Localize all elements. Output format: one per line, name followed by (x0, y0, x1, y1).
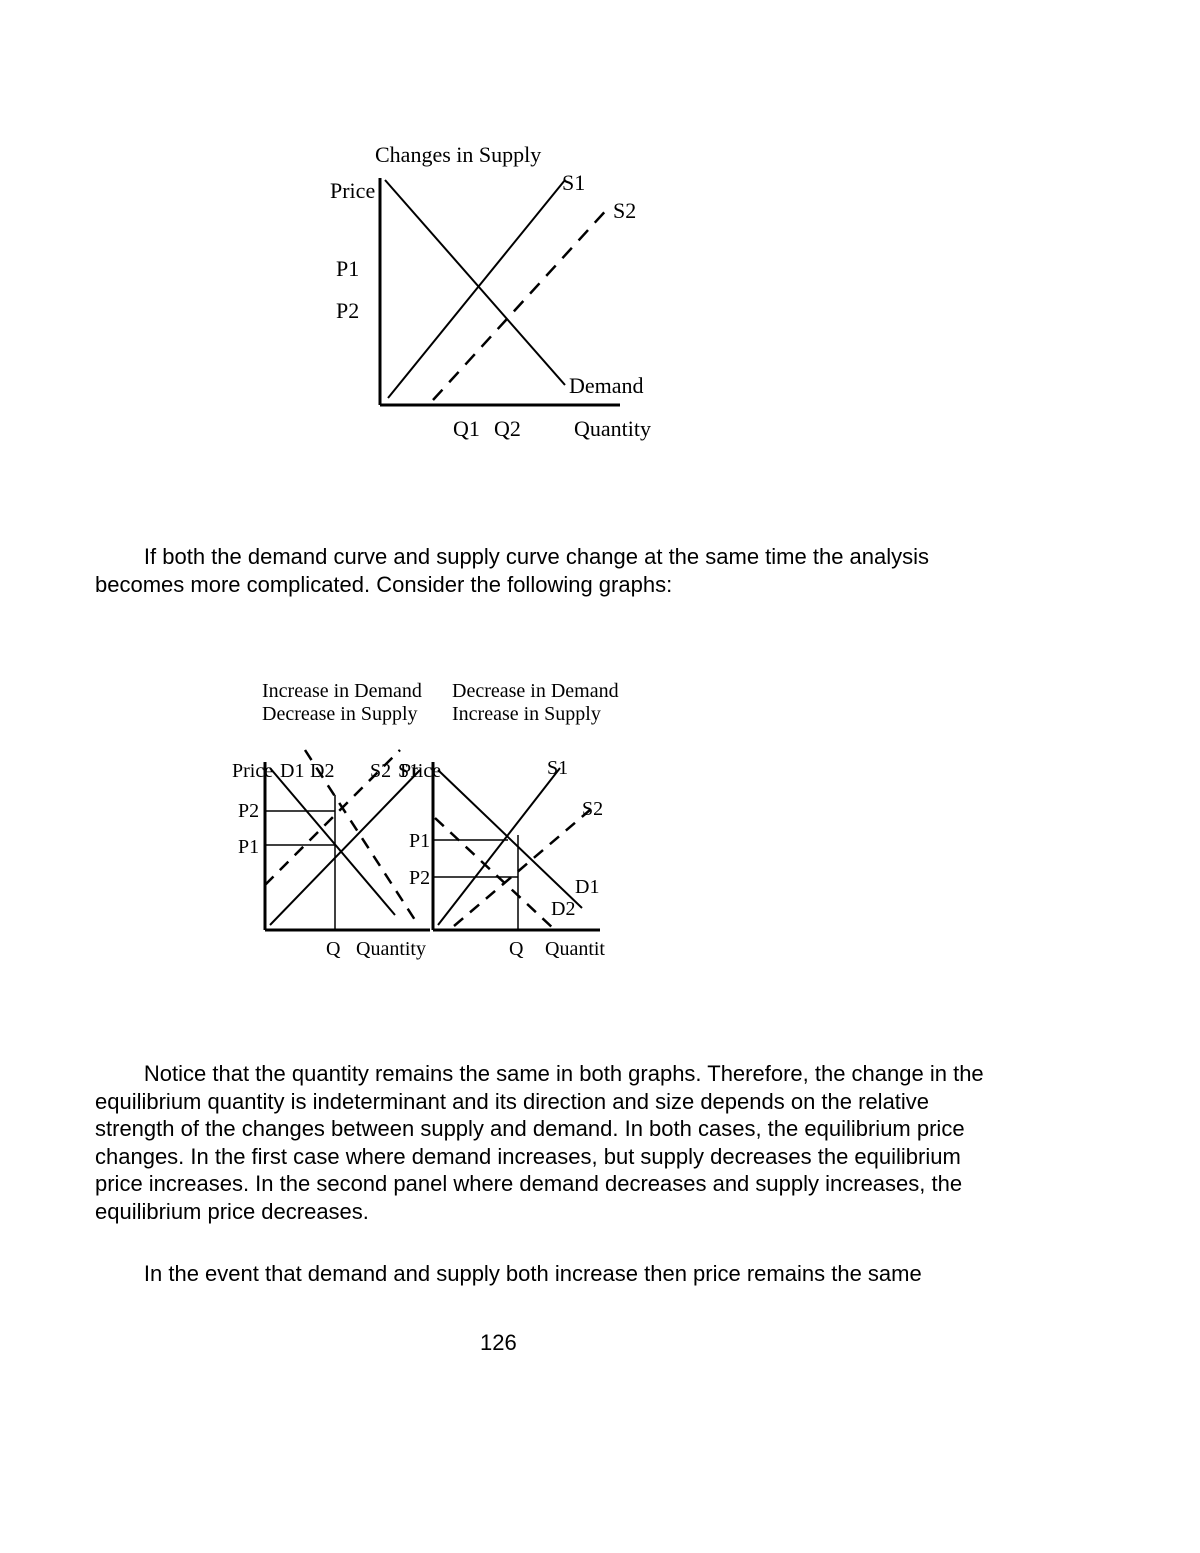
chart3-ylabel: Price (400, 760, 441, 783)
page: Changes in Supply Price P1 P2 S1 S2 Dema… (0, 0, 1200, 1553)
page-number: 126 (480, 1330, 517, 1356)
chart3-p2: P2 (409, 867, 430, 890)
chart3-xlabel: Quantit (545, 938, 605, 961)
chart3-svg (0, 0, 700, 1000)
chart3-s1: S1 (547, 757, 568, 780)
chart3-q: Q (509, 938, 523, 961)
chart3-d1: D1 (575, 876, 599, 899)
paragraph-3: In the event that demand and supply both… (95, 1260, 990, 1288)
chart3-p1: P1 (409, 830, 430, 853)
chart3-d2: D2 (551, 898, 575, 921)
paragraph-2: Notice that the quantity remains the sam… (95, 1060, 990, 1225)
chart3-s2: S2 (582, 798, 603, 821)
